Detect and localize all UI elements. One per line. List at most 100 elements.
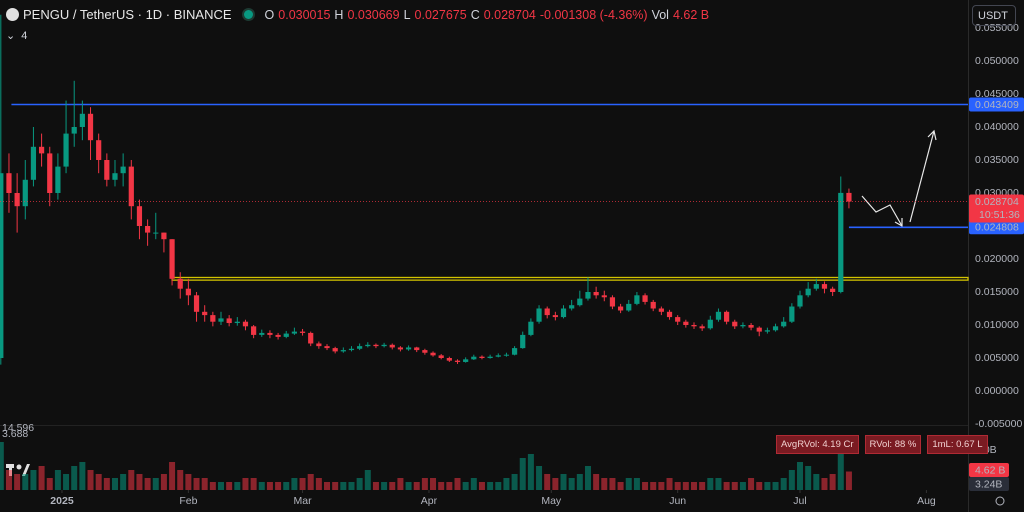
candle-body <box>234 321 240 324</box>
candle-body <box>495 355 501 357</box>
volume-bar <box>756 482 763 490</box>
volume-legend: 14.596 <box>2 422 34 434</box>
x-tick-label: May <box>541 495 562 507</box>
candle-body <box>658 308 664 312</box>
candle-body <box>193 295 200 312</box>
y-tick-label: 0.015000 <box>975 286 1019 298</box>
candle-body <box>202 311 208 316</box>
volume-bar <box>201 478 208 490</box>
volume-bar <box>837 454 844 490</box>
candle-body <box>96 140 102 160</box>
candle-body <box>487 356 493 359</box>
volume-bar <box>315 478 322 490</box>
candle-body <box>446 358 452 361</box>
candle-body <box>365 344 371 347</box>
ohlc-label: O <box>264 7 275 22</box>
volume-bar <box>633 478 640 490</box>
y-tick-label: 0.055000 <box>975 22 1019 34</box>
candle-body <box>821 284 828 289</box>
level-tag <box>969 220 1024 235</box>
x-tick-label: Mar <box>294 495 313 507</box>
candle-body <box>593 292 599 296</box>
volume-bar <box>381 482 388 490</box>
candle-body <box>414 347 420 351</box>
candle-body <box>691 325 697 327</box>
volume-bar <box>560 474 567 490</box>
volume-bar <box>356 478 363 490</box>
x-tick-label: Feb <box>179 495 197 507</box>
last-price-tag <box>969 194 1024 223</box>
volume-bar <box>372 482 379 490</box>
y-tick-label: 0.000000 <box>975 385 1019 397</box>
support-zone <box>171 276 969 281</box>
volume-bar <box>340 482 347 490</box>
arrow-head <box>894 218 903 228</box>
x-tick-label: Jul <box>793 495 806 507</box>
candle-body <box>772 326 779 331</box>
settings-icon[interactable] <box>995 496 1005 506</box>
volume-bar <box>95 474 102 490</box>
volume-bar <box>707 478 714 490</box>
candle-body <box>569 305 575 309</box>
candle-body <box>846 192 852 202</box>
volume-bar <box>438 482 445 490</box>
volume-bar <box>666 478 673 490</box>
ohlc-label: C <box>470 7 480 22</box>
symbol-name[interactable]: PENGU / TetherUS · 1D · BINANCE <box>23 7 232 22</box>
volume-bar <box>772 482 779 490</box>
candle-body <box>348 348 355 351</box>
candle-body <box>242 321 249 327</box>
volume-bar <box>813 474 820 490</box>
y-tick-label: 0.020000 <box>975 253 1019 265</box>
volume-bar <box>462 482 469 490</box>
volume-bar <box>266 482 273 490</box>
candle-body <box>601 295 607 298</box>
indicator-toggle[interactable]: ⌄ 4 <box>6 29 27 43</box>
volume-tag <box>969 477 1009 491</box>
volume-bar <box>764 482 771 490</box>
volume-bar <box>177 470 184 490</box>
volume-bar <box>275 482 282 490</box>
candle-body <box>626 303 632 311</box>
candle-body <box>299 331 306 333</box>
volume-bar <box>364 470 371 490</box>
volume-bar <box>160 474 167 490</box>
y-tick-label: 0.050000 <box>975 55 1019 67</box>
volume-bar <box>593 474 600 490</box>
currency-button[interactable]: USDT <box>972 5 1016 26</box>
candle-body <box>145 225 151 233</box>
volume-bar <box>332 482 339 490</box>
candle-body <box>699 326 705 329</box>
volume-bar <box>568 478 575 490</box>
ohlc-value: 0.027675 <box>414 7 467 22</box>
volume-bar <box>209 482 216 490</box>
volume-bar <box>788 470 795 490</box>
volume-tag-label: 4.62 B <box>975 464 1005 476</box>
candle-body <box>161 232 167 240</box>
candle-body <box>316 343 322 347</box>
candle-body <box>707 319 713 329</box>
volume-bar <box>780 478 787 490</box>
candle-body <box>218 318 224 322</box>
volume-bar <box>829 474 836 490</box>
volume-bar <box>111 478 118 490</box>
volume-bar <box>397 478 404 490</box>
volume-bar <box>495 482 502 490</box>
candle-body <box>666 311 673 318</box>
volume-bar <box>609 478 616 490</box>
volume-bar <box>690 482 697 490</box>
volume-bar <box>519 458 526 490</box>
candle-body <box>511 348 518 355</box>
volume-bar <box>307 474 314 490</box>
volume-bar <box>0 442 4 490</box>
candle-body <box>805 288 811 296</box>
candle-body <box>55 166 61 193</box>
volume-bar <box>421 478 428 490</box>
volume-bar <box>71 466 78 490</box>
candle-body <box>397 347 404 350</box>
volume-bar <box>242 478 249 490</box>
candle-body <box>797 295 803 307</box>
volume-bar <box>250 478 257 490</box>
candle-body <box>87 113 94 141</box>
volume-bar <box>283 482 290 490</box>
